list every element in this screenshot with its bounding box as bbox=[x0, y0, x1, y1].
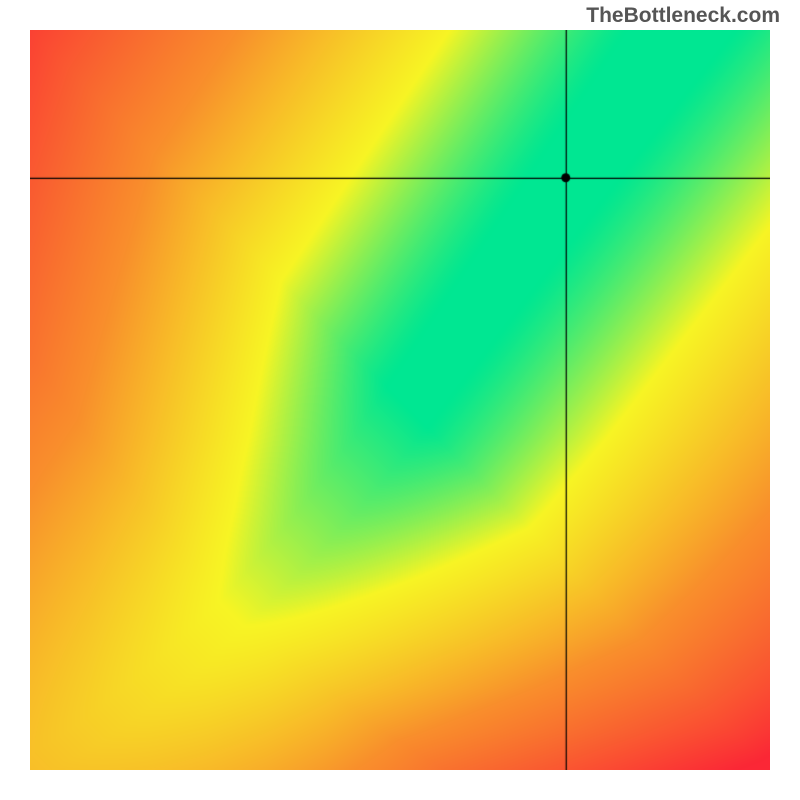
bottleneck-heatmap bbox=[30, 30, 770, 770]
heatmap-canvas bbox=[30, 30, 770, 770]
watermark-text: TheBottleneck.com bbox=[586, 4, 780, 28]
